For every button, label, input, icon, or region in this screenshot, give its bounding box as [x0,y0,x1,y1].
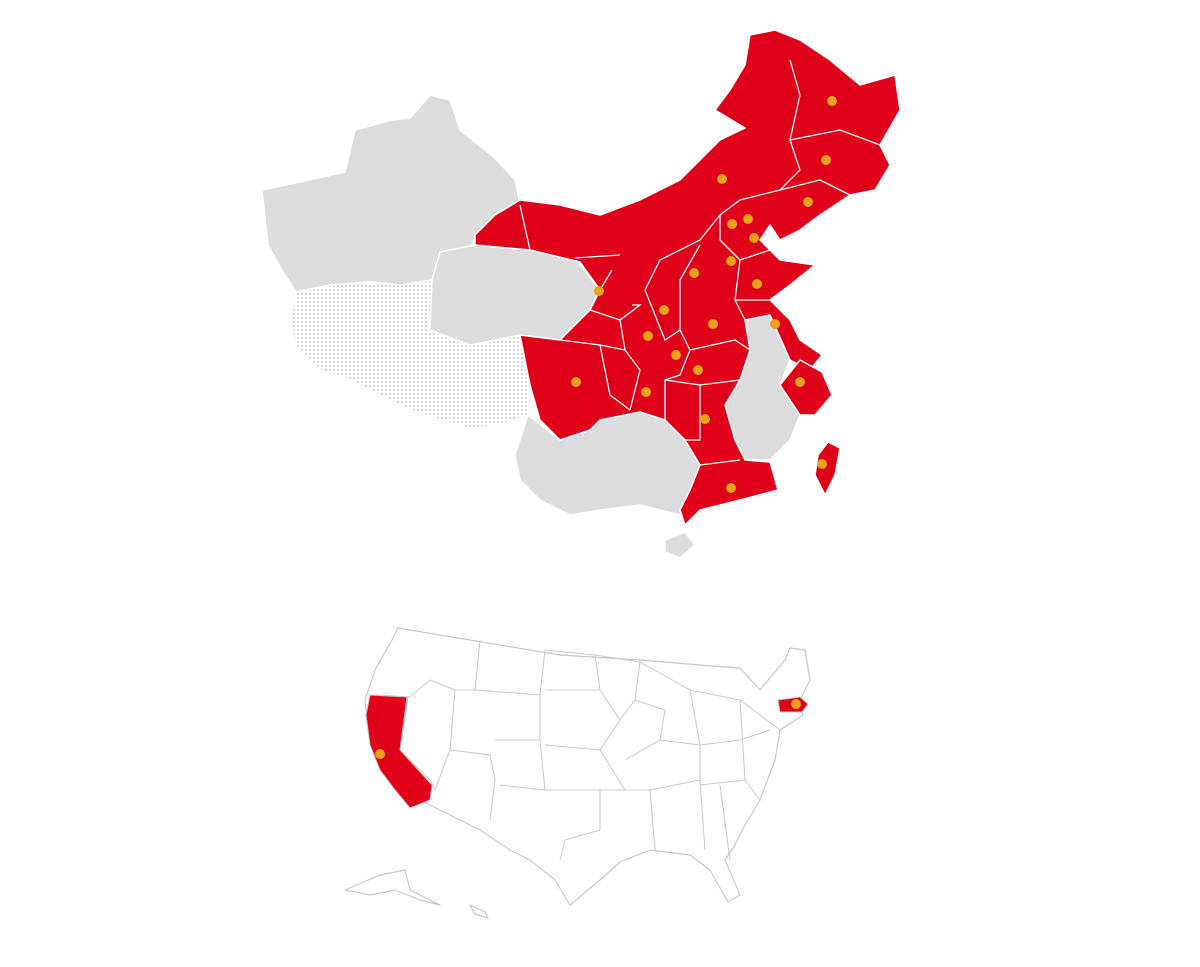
office-marker [375,749,385,759]
region-dotted [289,279,531,429]
us-state-red [365,694,433,809]
us-outline [364,627,811,906]
us-alaska-hawaii [344,869,441,906]
state-borders [374,639,781,861]
province-borders [519,59,881,466]
us-map [344,627,811,919]
china-map [261,29,901,559]
us-hawaii [469,904,489,919]
office-markers [571,96,837,493]
office-marker [791,699,801,709]
region-gray [664,531,696,559]
region-red [474,29,901,526]
region-red [814,441,841,496]
region-red [779,359,833,416]
